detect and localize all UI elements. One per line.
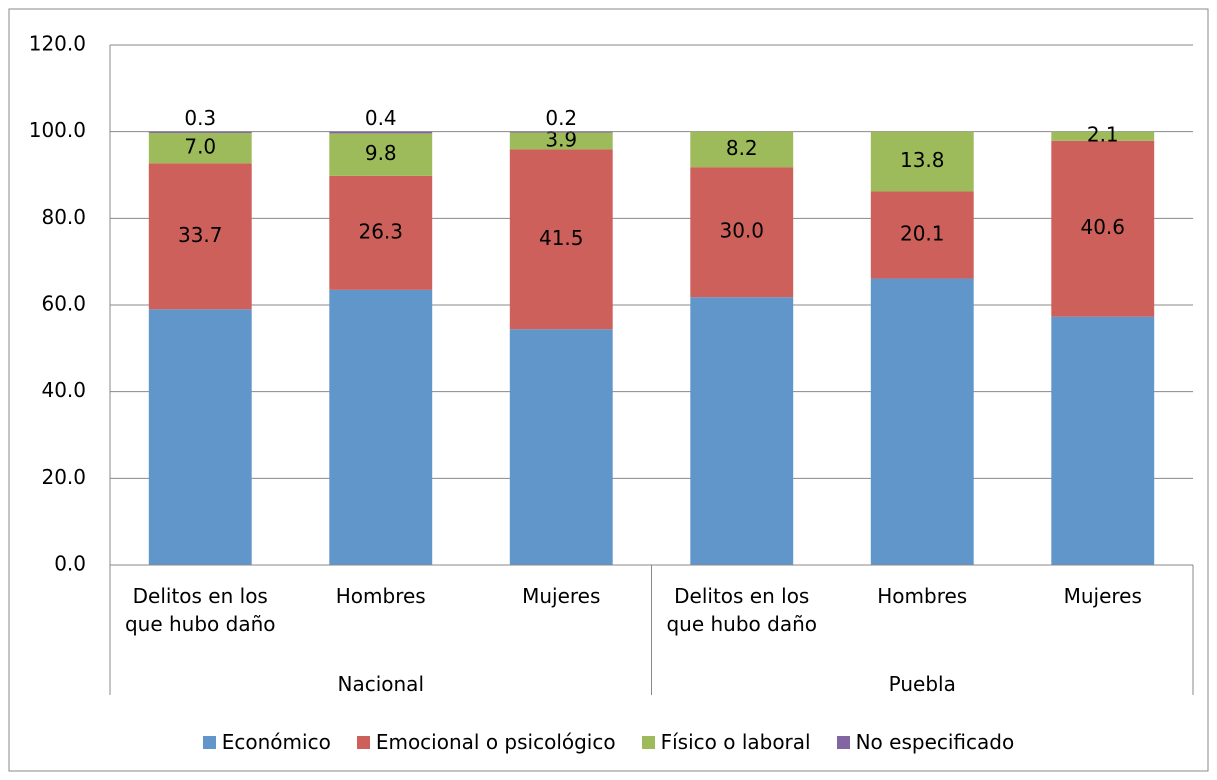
legend-item: No especificado xyxy=(836,730,1015,754)
legend-item: Económico xyxy=(202,730,331,754)
legend-item: Emocional o psicológico xyxy=(356,730,616,754)
legend-swatch xyxy=(641,735,655,749)
bar-segment xyxy=(509,131,613,133)
bar-segment xyxy=(329,289,433,565)
bar-segment xyxy=(870,278,974,565)
data-label: 7.0 xyxy=(184,135,216,159)
bar-segment xyxy=(1051,316,1155,565)
bar-segment xyxy=(509,149,613,330)
legend-label: No especificado xyxy=(855,730,1015,754)
data-label: 41.5 xyxy=(539,226,584,250)
bar-segment xyxy=(1051,131,1155,141)
x-tick-label: Delitos en los que hubo daño xyxy=(666,584,818,636)
y-tick-label: 40.0 xyxy=(41,378,86,402)
x-tick-label: Mujeres xyxy=(1063,584,1142,608)
bar-segment xyxy=(690,167,794,298)
data-label: 8.2 xyxy=(726,136,758,160)
y-tick-label: 100.0 xyxy=(29,118,86,142)
y-tick-label: 80.0 xyxy=(41,205,86,229)
data-label: 0.4 xyxy=(365,106,397,130)
data-label: 2.1 xyxy=(1087,123,1119,147)
bar-segment xyxy=(148,131,252,133)
legend-label: Físico o laboral xyxy=(660,730,811,754)
data-label: 40.6 xyxy=(1080,215,1125,239)
legend-swatch xyxy=(836,735,850,749)
bar-segment xyxy=(690,297,794,565)
legend-item: Físico o laboral xyxy=(641,730,811,754)
bar-segment xyxy=(690,131,794,168)
chart-border xyxy=(8,8,1209,772)
legend-label: Económico xyxy=(221,730,331,754)
data-label: 9.8 xyxy=(365,141,397,165)
group-label: Puebla xyxy=(888,672,956,696)
x-tick-label: Hombres xyxy=(877,584,968,608)
data-label: 0.3 xyxy=(184,106,216,130)
legend-swatch xyxy=(202,735,216,749)
legend-swatch xyxy=(356,735,370,749)
data-label: 20.1 xyxy=(900,222,945,246)
bar-segment xyxy=(148,309,252,565)
data-label: 26.3 xyxy=(358,219,403,243)
x-tick-label: Mujeres xyxy=(522,584,601,608)
bar-segment xyxy=(509,329,613,565)
bar-segment xyxy=(509,132,613,150)
y-tick-label: 60.0 xyxy=(41,292,86,316)
bar-segment xyxy=(870,191,974,279)
data-label: 13.8 xyxy=(900,148,945,172)
bar-segment xyxy=(148,132,252,164)
x-tick-label: Hombres xyxy=(335,584,426,608)
y-tick-label: 20.0 xyxy=(41,465,86,489)
bar-segment xyxy=(329,131,433,134)
bar-segment xyxy=(329,133,433,176)
x-tick-label: Delitos en los que hubo daño xyxy=(124,584,276,636)
data-label: 33.7 xyxy=(178,223,223,247)
legend: Económico Emocional o psicológico Físico o… xyxy=(0,730,1217,754)
data-label: 3.9 xyxy=(545,127,577,151)
bar-segment xyxy=(1051,140,1155,317)
bar-segment xyxy=(329,175,433,290)
group-label: Nacional xyxy=(337,672,425,696)
data-label: 30.0 xyxy=(719,219,764,243)
y-tick-label: 120.0 xyxy=(29,32,86,56)
legend-label: Emocional o psicológico xyxy=(375,730,616,754)
data-label: 0.2 xyxy=(545,106,577,130)
bar-segment xyxy=(148,163,252,310)
y-tick-label: 0.0 xyxy=(54,552,86,576)
bar-segment xyxy=(870,131,974,192)
